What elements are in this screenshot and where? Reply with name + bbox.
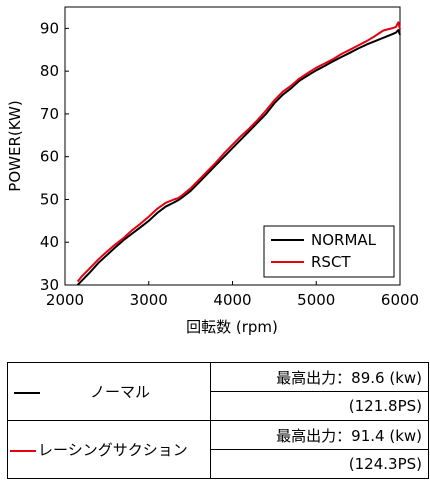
x-tick-label: 4000: [213, 291, 251, 309]
spec-name-cell: レーシングサクション: [7, 420, 211, 479]
spec-max-power-normal: 最高出力：89.6 (kw): [210, 362, 429, 392]
x-tick-label: 6000: [381, 291, 419, 309]
spec-row-rsct-ps: (124.3PS): [8, 449, 429, 479]
series-group: [76, 21, 401, 286]
spec-table: ノーマル 最高出力：89.6 (kw) (121.8PS) レーシングサクション…: [7, 362, 429, 479]
y-axis-title: POWER(KW): [6, 100, 24, 191]
legend-label-normal: NORMAL: [311, 231, 377, 249]
spec-max-power-rsct: 最高出力：91.4 (kw): [210, 420, 429, 450]
legend-box: [263, 225, 395, 278]
series-line-rsct: [76, 21, 401, 283]
power-chart: 2000 3000 4000 5000 6000 30 40 50 60 70 80 90 回転数 (…: [6, 6, 419, 336]
spec-row-normal: ノーマル 最高出力：89.6 (kw): [7, 362, 429, 421]
spec-ps-normal: (121.8PS): [210, 391, 429, 421]
legend: NORMAL RSCT: [263, 225, 395, 278]
rsct-line-swatch: [10, 449, 36, 452]
y-tick-label: 90: [40, 19, 59, 37]
y-tick-label: 60: [40, 148, 59, 166]
y-tick-label: 30: [40, 276, 59, 294]
y-tick-label: 40: [40, 233, 59, 251]
spec-name-rsct: レーシングサクション: [38, 441, 188, 459]
x-tick-label: 2000: [46, 291, 84, 309]
spec-name-normal: ノーマル: [90, 383, 151, 401]
legend-label-rsct: RSCT: [311, 253, 351, 271]
series-line-normal: [76, 29, 401, 286]
y-tick-label: 80: [40, 62, 59, 80]
spec-ps-rsct: (124.3PS): [210, 449, 429, 479]
normal-line-swatch: [14, 391, 40, 394]
x-axis-title: 回転数 (rpm): [186, 318, 278, 336]
y-tick-label: 50: [40, 190, 59, 208]
x-tick-label: 5000: [297, 291, 335, 309]
spec-row-rsct: レーシングサクション 最高出力：91.4 (kw): [7, 420, 429, 479]
x-tick-label: 3000: [130, 291, 168, 309]
spec-name-cell: ノーマル: [7, 362, 211, 421]
y-tick-label: 70: [40, 105, 59, 123]
tick-group: 2000 3000 4000 5000 6000 30 40 50 60 70 80 90: [40, 19, 419, 309]
spec-row-normal-ps: (121.8PS): [8, 391, 429, 421]
